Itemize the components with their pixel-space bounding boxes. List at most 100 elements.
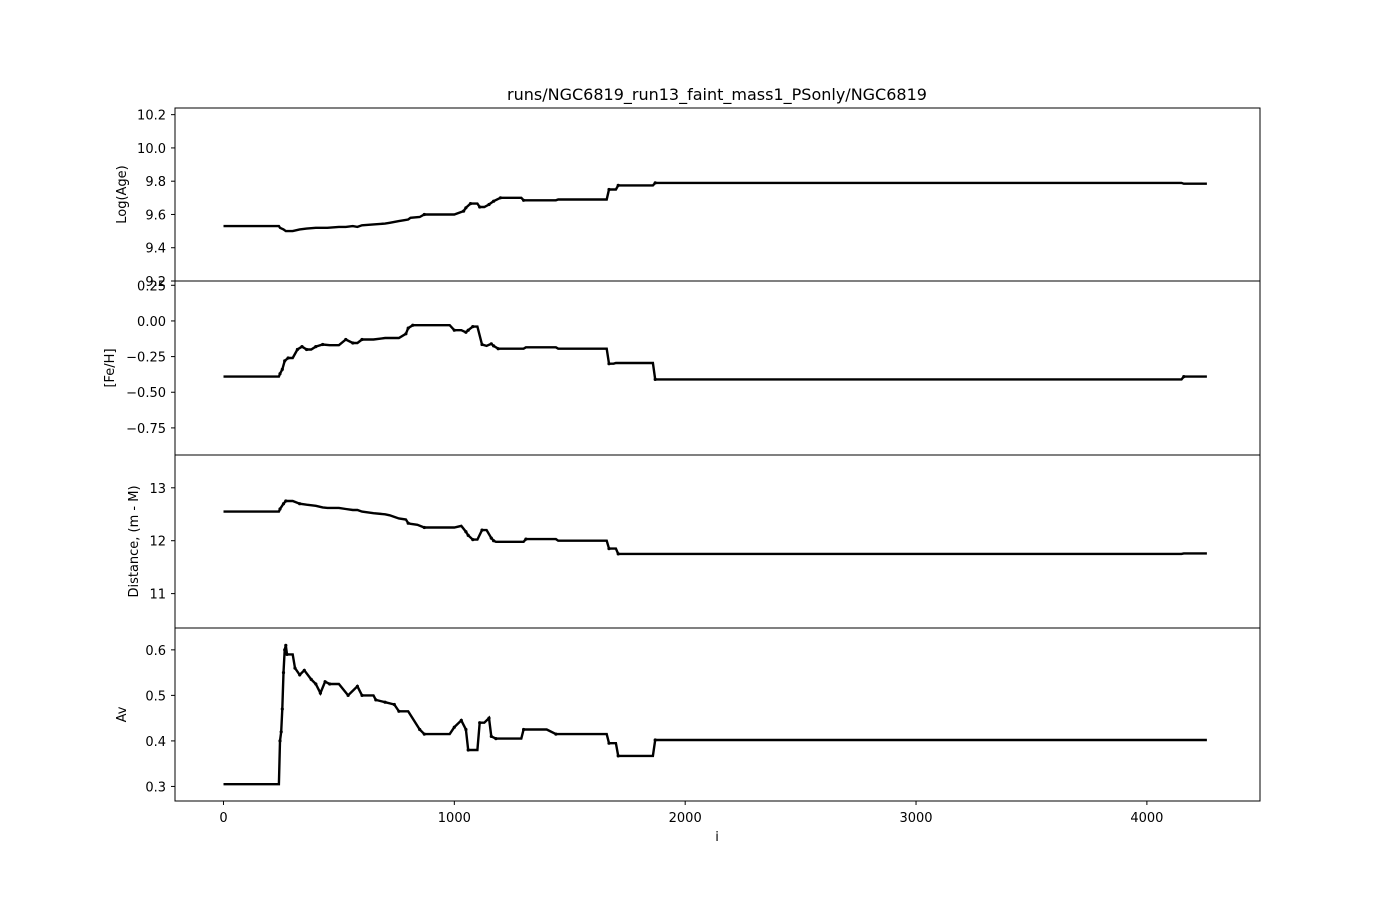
data-point xyxy=(293,666,297,670)
data-point xyxy=(464,727,468,732)
y-tick-label: 9.2 xyxy=(145,275,166,290)
data-point xyxy=(284,499,288,503)
data-point xyxy=(346,693,350,698)
data-point xyxy=(397,709,401,713)
data-point xyxy=(452,725,456,729)
data-point xyxy=(295,347,299,352)
data-point xyxy=(480,342,484,347)
data-point xyxy=(278,739,282,743)
series-trace-4 xyxy=(223,645,1207,786)
subplot-4: 0.3 0.4 0.5 0.6 Av 0 1000 2000 3000 4000 xyxy=(115,627,1261,826)
data-point xyxy=(392,702,396,707)
data-point xyxy=(616,183,620,187)
y-tick-label: 12 xyxy=(149,535,166,550)
y-tick-label: −0.25 xyxy=(126,351,166,366)
data-point xyxy=(374,698,378,702)
y-axis-label: Distance, (m - M) xyxy=(127,485,142,597)
data-point xyxy=(607,187,611,192)
data-point xyxy=(468,202,473,206)
y-tick-label: 10.2 xyxy=(137,109,166,124)
axes-frame xyxy=(174,454,1261,629)
subplot-2: 0.25 0.00 −0.25 −0.50 −0.75 [Fe/H] xyxy=(103,279,1261,456)
y-tick-label: 9.8 xyxy=(145,175,166,190)
data-point xyxy=(653,738,657,742)
y-tick-label: −0.50 xyxy=(126,386,166,401)
data-point xyxy=(653,181,657,185)
subplot-stack: 9.2 9.4 9.6 9.8 10.0 10.2 Log(Age) 0.25 0.00 −0.2… xyxy=(103,107,1261,826)
y-tick-label: 0.25 xyxy=(137,279,166,294)
data-point xyxy=(278,507,282,511)
data-point xyxy=(607,741,611,745)
data-point xyxy=(466,748,470,752)
data-point xyxy=(280,707,284,711)
data-point xyxy=(286,356,290,360)
data-point xyxy=(607,362,611,366)
data-point xyxy=(492,539,496,543)
axes-frame xyxy=(174,627,1261,802)
data-point xyxy=(466,533,470,538)
data-point xyxy=(279,730,283,734)
data-point xyxy=(300,345,304,349)
data-point xyxy=(422,732,426,736)
data-point xyxy=(471,325,475,329)
y-tick-label: 9.4 xyxy=(145,242,166,257)
data-point xyxy=(404,332,408,336)
data-point xyxy=(489,734,493,739)
data-point xyxy=(383,700,387,704)
y-tick-label: −0.75 xyxy=(126,422,166,437)
subplot-3: 11 12 13 Distance, (m - M) xyxy=(127,454,1261,629)
data-point xyxy=(492,344,496,348)
x-tick-label: 1000 xyxy=(438,811,471,826)
data-point xyxy=(489,536,493,540)
y-tick-label: 0.6 xyxy=(145,644,166,659)
x-tick-label: 0 xyxy=(219,811,227,826)
data-point xyxy=(298,502,302,506)
y-axis-label: Log(Age) xyxy=(115,165,130,224)
axes-frame xyxy=(174,107,1261,282)
data-point xyxy=(344,337,348,342)
y-tick-label: 10.0 xyxy=(137,142,166,157)
y-tick-label: 9.6 xyxy=(145,208,166,223)
data-point xyxy=(278,372,282,376)
data-point xyxy=(418,727,422,732)
data-point xyxy=(464,206,468,210)
x-tick-label: 4000 xyxy=(1130,811,1163,826)
data-point xyxy=(471,538,475,542)
data-point xyxy=(305,347,309,352)
y-tick-label: 0.5 xyxy=(145,689,166,704)
y-tick-label: 13 xyxy=(149,482,166,497)
data-point xyxy=(355,684,359,688)
data-point xyxy=(522,727,526,732)
data-point xyxy=(422,212,426,217)
data-point xyxy=(328,682,332,686)
data-point xyxy=(466,328,470,332)
data-point xyxy=(607,547,611,551)
data-point xyxy=(464,530,468,534)
data-point xyxy=(323,680,327,684)
data-point xyxy=(1182,375,1186,379)
data-point xyxy=(524,537,528,541)
data-point xyxy=(478,721,482,725)
data-point xyxy=(321,342,325,347)
y-tick-label: 0.00 xyxy=(137,315,166,330)
y-axis-label: [Fe/H] xyxy=(103,348,118,387)
data-point xyxy=(616,754,620,758)
data-point xyxy=(498,196,503,200)
data-point xyxy=(298,673,302,677)
data-point xyxy=(478,205,482,209)
y-axis-label: Av xyxy=(115,706,130,722)
data-point xyxy=(494,737,498,741)
data-point xyxy=(459,718,463,723)
data-point xyxy=(653,377,657,381)
data-point xyxy=(492,199,496,203)
data-point xyxy=(281,671,286,675)
data-point xyxy=(496,347,500,351)
data-point xyxy=(283,648,287,652)
y-tick-label: 11 xyxy=(149,588,166,603)
data-point xyxy=(360,693,364,698)
data-point xyxy=(284,643,288,647)
data-point xyxy=(360,337,364,342)
data-point xyxy=(616,552,620,556)
data-point xyxy=(411,323,415,327)
